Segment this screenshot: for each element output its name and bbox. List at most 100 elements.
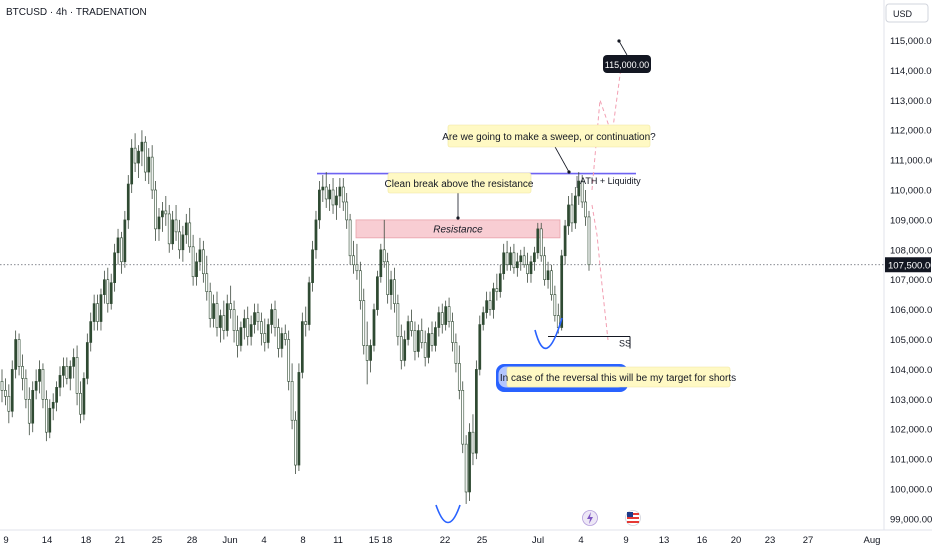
reversal-box <box>506 366 731 388</box>
candle-up <box>103 279 106 295</box>
y-axis: 99,000.00 100,000.00 101,000.00 102,000.00 1… <box>890 36 932 525</box>
candle-up <box>376 276 379 310</box>
candle-up <box>161 210 164 218</box>
bearish-projection <box>591 204 609 341</box>
candle-up <box>379 249 383 278</box>
candle-up <box>181 234 185 251</box>
x-tick-label: 9 <box>623 535 628 546</box>
candle-down <box>355 264 359 272</box>
x-tick-label: 22 <box>440 535 451 546</box>
y-tick-label: 111,000.00 <box>890 156 932 167</box>
candle-up <box>536 228 540 254</box>
candle-down <box>512 252 516 269</box>
candle-up <box>437 312 441 328</box>
clean-break-note[interactable]: Clean break above the resistance <box>385 172 534 194</box>
candle-down <box>570 204 574 224</box>
candle-down <box>584 201 587 218</box>
currency-selector[interactable]: USD <box>885 3 929 23</box>
candle-down <box>461 390 465 445</box>
candle-up <box>338 186 342 197</box>
us-flag-canton <box>627 512 633 517</box>
candle-up <box>573 195 577 224</box>
sweep-question-text: Are we going to make a sweep, or continu… <box>442 132 656 143</box>
x-tick-label: 13 <box>659 535 670 546</box>
reversal-note[interactable]: In case of the reversal this will be my … <box>500 366 736 388</box>
event-icons[interactable] <box>582 510 641 526</box>
candle-down <box>522 255 526 266</box>
candle-up <box>529 261 533 275</box>
candle-down <box>17 339 21 367</box>
candle-down <box>399 336 403 361</box>
candle-up <box>406 321 410 340</box>
candle-down <box>7 396 11 412</box>
candle-down <box>143 141 147 173</box>
currency-label: USD <box>893 9 913 19</box>
candle-up <box>239 327 243 346</box>
candle-down <box>0 381 4 391</box>
candle-down <box>553 294 557 316</box>
candle-up <box>184 222 188 236</box>
candle-up <box>481 312 485 325</box>
x-tick-label: Jun <box>222 535 237 546</box>
candle-up <box>198 249 202 263</box>
candle-up <box>577 180 581 197</box>
candle-down <box>413 330 417 352</box>
candle-down <box>396 303 400 337</box>
candle-up <box>515 261 519 269</box>
target-pointer <box>618 40 628 56</box>
candle-down <box>386 261 390 295</box>
y-tick-label: 112,000.00 <box>890 126 932 137</box>
candle-down <box>232 309 236 331</box>
candle-up <box>434 327 437 346</box>
candle-up <box>475 369 478 454</box>
ss-label: SS <box>619 339 631 349</box>
candle-down <box>505 252 509 266</box>
candle-down <box>382 249 386 263</box>
candle-up <box>212 303 215 319</box>
candle-down <box>454 342 458 364</box>
candle-up <box>109 282 113 304</box>
target-price-badge[interactable]: 115,000.00 <box>603 55 651 73</box>
x-tick-label: 8 <box>300 535 305 546</box>
candle-down <box>273 309 277 328</box>
candle-down <box>587 216 591 266</box>
candle-up <box>249 324 253 337</box>
x-tick-label: 28 <box>187 535 198 546</box>
candle-down <box>393 279 396 304</box>
candle-up <box>502 252 506 275</box>
candle-down <box>75 357 79 394</box>
candle-up <box>62 366 65 376</box>
candle-up <box>468 431 471 493</box>
candles <box>0 130 591 504</box>
y-tick-label: 102,000.00 <box>890 425 932 436</box>
candle-up <box>427 333 430 358</box>
candle-down <box>45 398 48 433</box>
candle-down <box>420 330 424 343</box>
candle-up <box>478 324 482 370</box>
candle-down <box>464 443 468 493</box>
candle-down <box>260 321 263 334</box>
candle-down <box>352 255 355 266</box>
candle-up <box>266 324 270 343</box>
candle-down <box>365 345 369 361</box>
candle-up <box>403 339 407 361</box>
candle-up <box>225 303 229 331</box>
candle-up <box>48 407 52 433</box>
candle-down <box>201 249 205 275</box>
x-tick-label: 21 <box>115 535 126 546</box>
clean-break-box <box>387 172 532 194</box>
candle-up <box>38 369 41 382</box>
candle-down <box>167 213 171 245</box>
x-tick-label: 23 <box>765 535 776 546</box>
candle-up <box>195 261 198 278</box>
candle-down <box>290 381 294 421</box>
candle-up <box>171 219 174 245</box>
us-flag-stripe-3 <box>627 521 639 523</box>
candle-up <box>321 186 325 191</box>
resistance-zone[interactable] <box>355 219 561 239</box>
candle-down <box>65 366 69 379</box>
sweep-question-note[interactable]: Are we going to make a sweep, or continu… <box>442 124 656 148</box>
x-tick-label: 15 <box>369 535 380 546</box>
currency-box <box>885 3 929 23</box>
